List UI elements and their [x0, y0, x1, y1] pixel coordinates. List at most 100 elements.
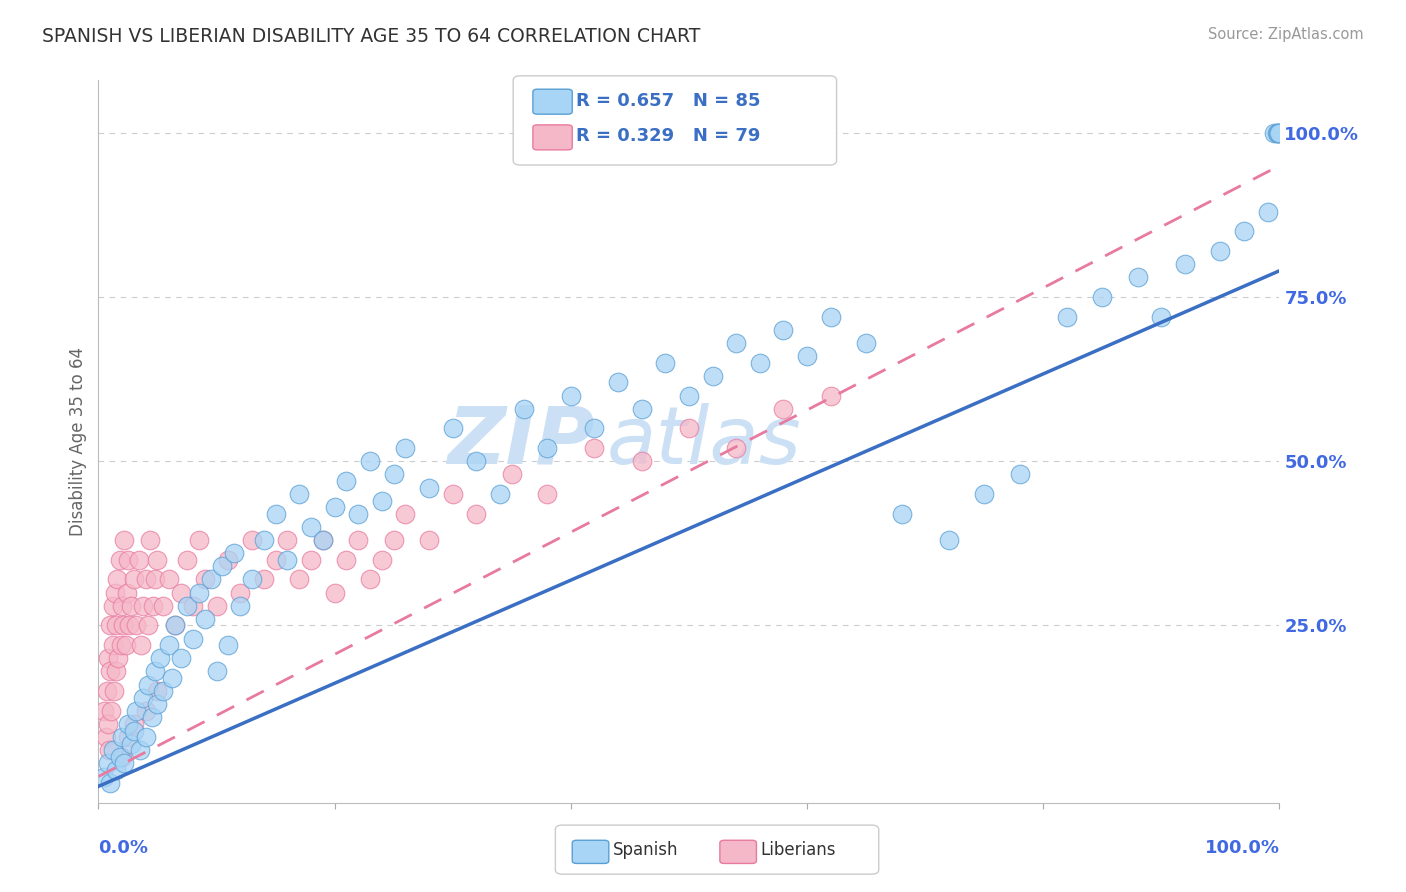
Point [105, 665, 128, 679]
Point [176, 553, 198, 567]
Point [132, 599, 155, 613]
Point [125, 704, 148, 718]
Point [98, 743, 121, 757]
Point [152, 599, 174, 613]
Point [536, 441, 558, 455]
Point [98, 618, 121, 632]
Point [217, 638, 239, 652]
Point [288, 487, 311, 501]
Point [143, 665, 166, 679]
Point [103, 684, 125, 698]
Point [501, 467, 523, 482]
Point [100, 704, 122, 718]
Point [359, 573, 381, 587]
Point [97, 717, 120, 731]
Point [1267, 126, 1289, 140]
Point [560, 388, 582, 402]
Point [796, 349, 818, 363]
Point [97, 651, 120, 665]
Point [117, 553, 139, 567]
Point [347, 533, 370, 547]
Text: R = 0.329   N = 79: R = 0.329 N = 79 [576, 128, 761, 145]
Point [347, 507, 370, 521]
Point [371, 553, 394, 567]
Point [112, 756, 135, 771]
Point [194, 612, 217, 626]
Point [98, 665, 121, 679]
Point [583, 441, 606, 455]
Point [1126, 270, 1149, 285]
Point [101, 743, 124, 757]
Point [855, 336, 877, 351]
Point [725, 441, 748, 455]
Point [128, 553, 150, 567]
Point [382, 533, 405, 547]
Point [139, 533, 162, 547]
Y-axis label: Disability Age 35 to 64: Disability Age 35 to 64 [69, 347, 87, 536]
Point [299, 553, 322, 567]
Point [101, 599, 124, 613]
Point [146, 698, 169, 712]
Point [1174, 257, 1197, 271]
Point [536, 487, 558, 501]
Text: R = 0.657   N = 85: R = 0.657 N = 85 [576, 92, 761, 110]
Point [122, 717, 145, 731]
Point [128, 743, 150, 757]
Point [240, 573, 263, 587]
Point [359, 454, 381, 468]
Point [382, 467, 405, 482]
Point [136, 677, 159, 691]
Point [1267, 126, 1289, 140]
Point [104, 585, 127, 599]
Point [725, 336, 748, 351]
Point [312, 533, 335, 547]
Point [112, 533, 135, 547]
Text: Spanish: Spanish [613, 841, 679, 859]
Point [465, 507, 488, 521]
Point [157, 638, 180, 652]
Point [108, 749, 131, 764]
Point [170, 585, 193, 599]
Point [820, 388, 842, 402]
Point [157, 573, 180, 587]
Point [323, 585, 346, 599]
Point [772, 401, 794, 416]
Point [94, 730, 117, 744]
Point [146, 553, 169, 567]
Point [211, 559, 233, 574]
Point [1150, 310, 1173, 324]
Point [122, 723, 145, 738]
Point [748, 356, 770, 370]
Point [1263, 126, 1285, 140]
Point [132, 690, 155, 705]
Point [143, 573, 166, 587]
Point [111, 599, 134, 613]
Point [98, 776, 121, 790]
Point [371, 493, 394, 508]
Point [938, 533, 960, 547]
Point [418, 481, 440, 495]
Text: Source: ZipAtlas.com: Source: ZipAtlas.com [1208, 27, 1364, 42]
Point [312, 533, 335, 547]
Point [418, 533, 440, 547]
Point [105, 573, 128, 587]
Point [276, 553, 298, 567]
Point [110, 638, 132, 652]
Point [111, 749, 134, 764]
Point [323, 500, 346, 515]
Point [149, 651, 172, 665]
Point [152, 684, 174, 698]
Point [125, 618, 148, 632]
Point [118, 618, 141, 632]
Point [229, 585, 252, 599]
Point [678, 388, 700, 402]
Point [112, 618, 135, 632]
Point [165, 618, 187, 632]
Point [335, 474, 357, 488]
Point [1268, 126, 1291, 140]
Point [97, 756, 120, 771]
Point [1008, 467, 1031, 482]
Point [772, 323, 794, 337]
Point [141, 710, 163, 724]
Point [1091, 290, 1114, 304]
